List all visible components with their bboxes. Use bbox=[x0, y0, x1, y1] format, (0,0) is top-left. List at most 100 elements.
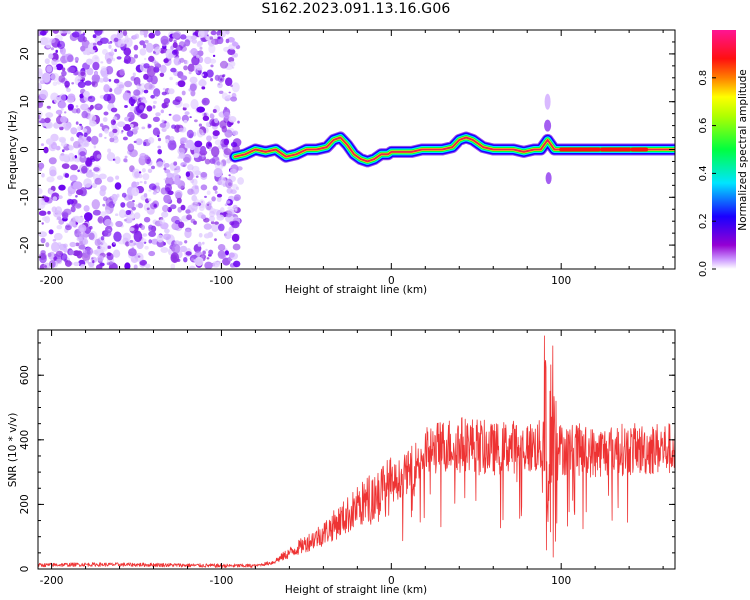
noise-speck bbox=[224, 203, 228, 206]
noise-speck bbox=[124, 262, 131, 269]
noise-speck bbox=[205, 122, 211, 128]
noise-speck bbox=[143, 141, 147, 147]
noise-speck bbox=[92, 42, 97, 46]
noise-speck bbox=[106, 176, 114, 183]
noise-speck bbox=[157, 137, 162, 142]
top-x-axis-label: Height of straight line (km) bbox=[285, 284, 427, 296]
noise-speck bbox=[214, 118, 219, 124]
noise-speck bbox=[157, 149, 162, 155]
noise-speck bbox=[213, 167, 223, 178]
noise-speck bbox=[117, 121, 126, 128]
noise-speck bbox=[73, 261, 80, 267]
noise-speck bbox=[198, 233, 203, 238]
top-x-tick-label: 100 bbox=[551, 275, 571, 287]
noise-speck bbox=[191, 56, 200, 66]
noise-speck bbox=[47, 210, 51, 215]
noise-speck bbox=[84, 247, 94, 256]
noise-speck bbox=[115, 175, 120, 180]
noise-speck bbox=[174, 224, 179, 229]
noise-speck bbox=[164, 183, 172, 193]
noise-speck bbox=[125, 210, 132, 215]
noise-speck bbox=[190, 257, 194, 261]
noise-speck bbox=[170, 45, 175, 51]
top-x-ticks: -200 -100 0 100 bbox=[40, 30, 664, 287]
noise-speck bbox=[209, 36, 214, 40]
noise-speck bbox=[144, 39, 149, 44]
noise-speck bbox=[81, 168, 88, 174]
noise-speck bbox=[164, 176, 174, 186]
noise-speck bbox=[75, 195, 78, 198]
top-y-ticks: -20 -10 0 10 20 bbox=[19, 29, 675, 270]
noise-speck bbox=[214, 238, 217, 242]
noise-speck bbox=[108, 44, 112, 49]
noise-speck bbox=[177, 147, 185, 155]
noise-speck bbox=[217, 36, 221, 40]
noise-speck bbox=[206, 190, 211, 195]
noise-speck bbox=[217, 39, 224, 44]
noise-speck bbox=[170, 204, 177, 210]
noise-speck bbox=[84, 212, 93, 222]
noise-speck bbox=[38, 210, 47, 216]
noise-speck bbox=[96, 154, 102, 159]
noise-speck bbox=[152, 191, 157, 195]
noise-speck bbox=[173, 161, 178, 166]
noise-speck bbox=[168, 88, 175, 95]
noise-speck bbox=[44, 117, 51, 124]
noise-speck bbox=[115, 213, 119, 216]
noise-speck bbox=[221, 92, 228, 100]
noise-speck bbox=[140, 224, 145, 230]
noise-speck bbox=[186, 129, 194, 139]
noise-speck bbox=[228, 116, 237, 123]
noise-speck bbox=[39, 40, 45, 45]
noise-speck bbox=[148, 55, 155, 63]
noise-speck bbox=[77, 81, 86, 88]
noise-speck bbox=[100, 61, 104, 64]
noise-speck bbox=[176, 197, 182, 204]
noise-speck bbox=[108, 131, 115, 138]
bottom-x-axis-label: Height of straight line (km) bbox=[285, 584, 427, 596]
noise-speck bbox=[142, 173, 150, 181]
noise-speck bbox=[214, 190, 218, 194]
noise-speck bbox=[41, 222, 44, 225]
noise-speck bbox=[150, 94, 155, 99]
noise-speck bbox=[172, 114, 181, 122]
noise-speck bbox=[224, 250, 229, 256]
noise-speck bbox=[202, 115, 210, 122]
noise-speck bbox=[48, 53, 54, 59]
noise-speck bbox=[79, 151, 86, 157]
noise-speck bbox=[148, 189, 152, 192]
noise-speck bbox=[157, 93, 161, 96]
noise-speck bbox=[147, 168, 153, 173]
noise-speck bbox=[109, 137, 115, 143]
noise-speck bbox=[157, 145, 161, 149]
noise-speck bbox=[92, 45, 98, 51]
noise-speck bbox=[140, 113, 148, 120]
noise-speck bbox=[216, 195, 222, 203]
noise-speck bbox=[68, 144, 73, 150]
noise-speck bbox=[200, 145, 207, 154]
snr-series-line bbox=[38, 335, 675, 569]
noise-speck bbox=[190, 90, 196, 97]
noise-speck bbox=[223, 138, 230, 146]
noise-speck bbox=[44, 265, 47, 268]
noise-speck bbox=[148, 231, 157, 237]
noise-speck bbox=[97, 216, 104, 224]
noise-speck bbox=[196, 65, 203, 71]
noise-speck bbox=[168, 37, 173, 42]
noise-speck bbox=[88, 230, 98, 241]
noise-speck bbox=[159, 64, 167, 74]
noise-speck bbox=[234, 208, 238, 212]
noise-speck bbox=[222, 111, 231, 119]
noise-speck bbox=[76, 236, 84, 242]
noise-speck bbox=[59, 154, 67, 161]
noise-speck bbox=[58, 75, 66, 83]
noise-speck bbox=[188, 71, 192, 75]
top-y-tick-label: 20 bbox=[19, 47, 31, 60]
noise-speck bbox=[171, 243, 181, 254]
noise-speck bbox=[83, 90, 90, 98]
noise-speck bbox=[100, 66, 107, 71]
noise-speck bbox=[94, 177, 102, 185]
noise-speck bbox=[192, 191, 195, 194]
noise-speck bbox=[129, 106, 135, 112]
noise-speck bbox=[59, 30, 63, 34]
